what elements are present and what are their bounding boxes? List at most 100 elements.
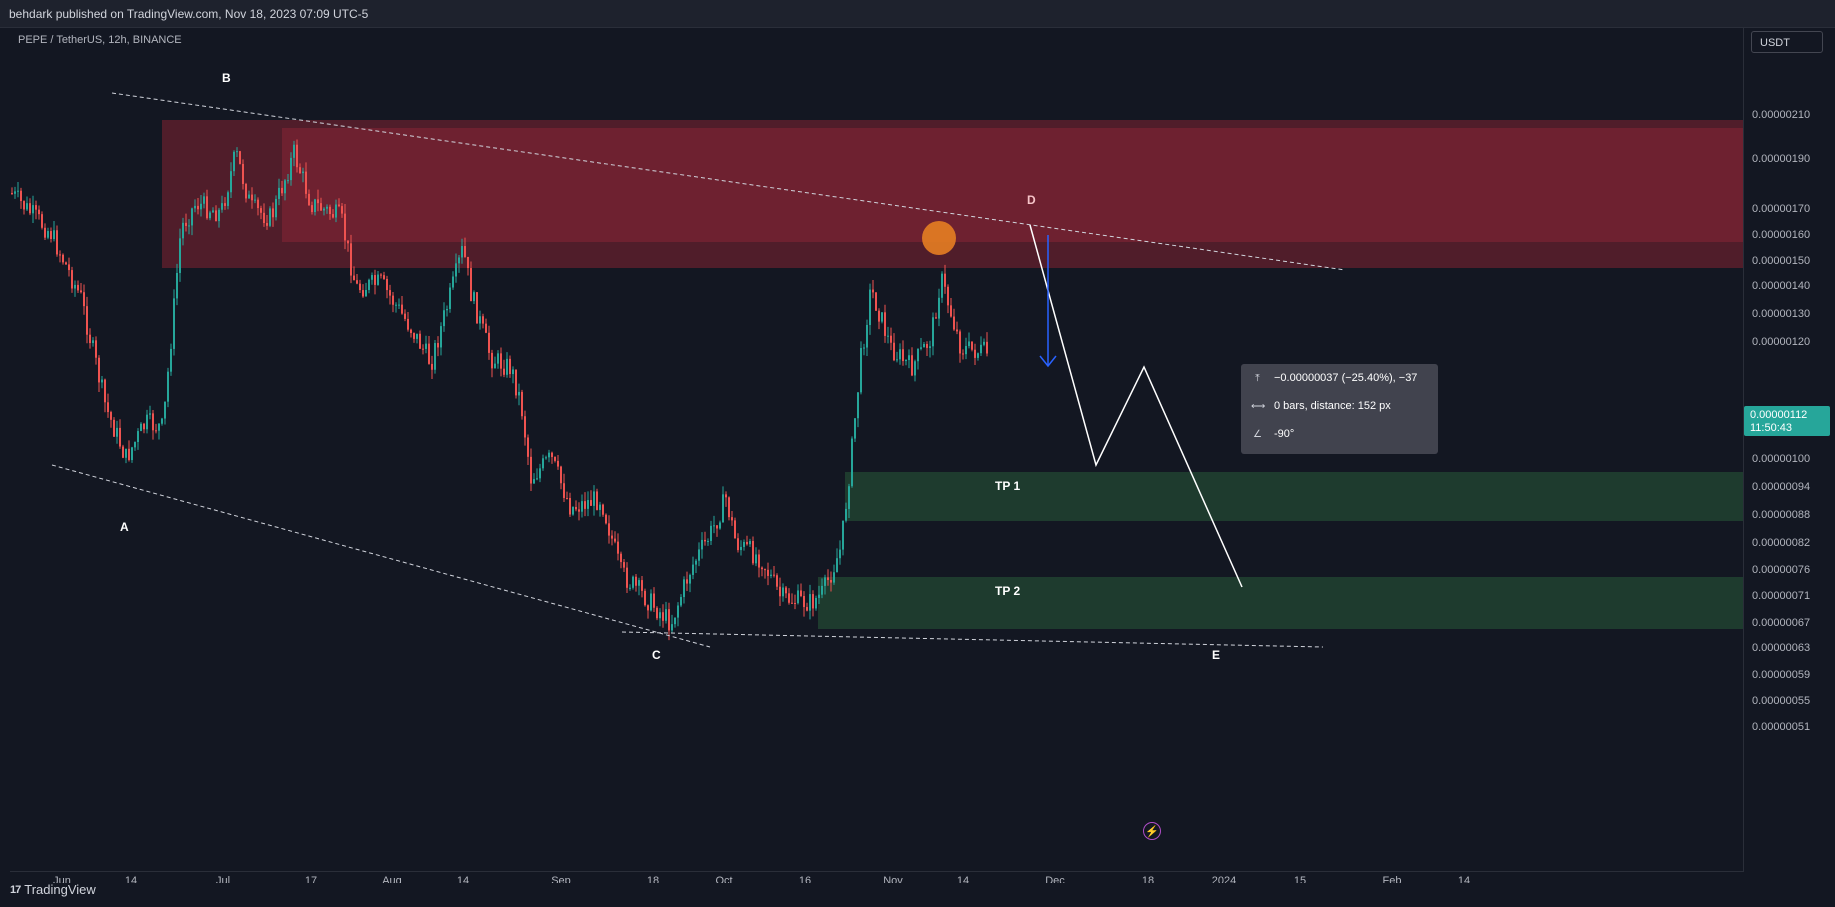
candle-body	[923, 344, 925, 348]
tooltip-price-change: −0.00000037 (−25.40%), −37	[1274, 372, 1418, 384]
candle-body	[875, 292, 877, 311]
candle-body	[572, 506, 574, 515]
candle-body	[602, 504, 604, 515]
candle-body	[614, 538, 616, 542]
tradingview-logo-mark: 17	[10, 883, 21, 896]
candle-body	[305, 171, 307, 194]
candle-body	[410, 329, 412, 334]
candle-body	[347, 240, 349, 244]
candle-body	[878, 310, 880, 322]
candle-body	[365, 289, 367, 297]
candle-body	[161, 418, 163, 424]
chart-pane[interactable]: B A C D E TP 1 TP 2 PEPE / TetherUS, 12h…	[10, 28, 1744, 872]
candle-body	[977, 353, 979, 358]
candle-body	[191, 208, 193, 226]
candle-body	[356, 280, 358, 284]
candle-body	[980, 344, 982, 354]
candle-body	[56, 230, 58, 255]
price-axis[interactable]: USDT 0.00000210 0.00000190 0.00000170 0.000…	[1744, 28, 1835, 871]
candle-body	[152, 413, 154, 431]
footer-bar	[0, 883, 1835, 907]
measure-arrowhead	[1039, 355, 1057, 368]
candle-body	[401, 304, 403, 314]
candle-body	[788, 593, 790, 603]
candle-body	[20, 190, 22, 202]
candle-body	[335, 204, 337, 218]
candle-body	[224, 203, 226, 206]
candle-body	[887, 335, 889, 337]
candle-body	[818, 594, 820, 598]
candle-body	[521, 391, 523, 417]
flash-icon[interactable]: ⚡	[1143, 822, 1161, 840]
candle-body	[827, 577, 829, 581]
candle-body	[809, 594, 811, 611]
candle-body	[323, 208, 325, 211]
current-price-badge: 0.00000112 11:50:43	[1744, 406, 1830, 436]
candle-body	[764, 569, 766, 571]
candle-body	[167, 371, 169, 402]
candle-body	[362, 290, 364, 297]
wave-label-c: C	[652, 648, 661, 662]
candle-body	[179, 238, 181, 273]
candle-body	[518, 391, 520, 396]
price-chart-canvas[interactable]: B A C D E TP 1 TP 2	[10, 28, 1743, 871]
candle-body	[797, 590, 799, 604]
candle-body	[23, 201, 25, 210]
candle-body	[716, 525, 718, 529]
candle-body	[428, 343, 430, 364]
price-tick-label: 0.00000140	[1752, 280, 1811, 292]
tooltip-bars-distance: 0 bars, distance: 152 px	[1274, 400, 1391, 412]
candle-body	[608, 523, 610, 536]
candle-body	[845, 508, 847, 521]
tp1-zone	[845, 472, 1743, 521]
candle-body	[470, 268, 472, 302]
candle-body	[722, 494, 724, 523]
candle-body	[881, 312, 883, 322]
candle-body	[965, 346, 967, 355]
candle-body	[731, 517, 733, 521]
candle-body	[569, 498, 571, 515]
candle-body	[32, 205, 34, 214]
candle-body	[734, 520, 736, 539]
candle-body	[53, 230, 55, 240]
candle-body	[911, 355, 913, 376]
candle-body	[872, 289, 874, 293]
candle-body	[440, 326, 442, 348]
candle-body	[110, 412, 112, 420]
publisher-text: behdark published on TradingView.com, No…	[9, 7, 369, 21]
candle-body	[38, 209, 40, 215]
candle-body	[407, 318, 409, 330]
tp2-zone	[818, 577, 1743, 629]
candle-body	[800, 590, 802, 597]
candle-body	[920, 347, 922, 349]
candle-body	[437, 343, 439, 348]
candle-body	[290, 157, 292, 181]
candle-body	[743, 541, 745, 547]
candle-body	[338, 204, 340, 207]
candle-body	[317, 199, 319, 204]
candle-body	[530, 456, 532, 484]
candle-body	[74, 284, 76, 289]
candle-body	[425, 343, 427, 349]
price-tick-label: 0.00000160	[1752, 229, 1811, 241]
candle-body	[389, 290, 391, 296]
price-tick-label: 0.00000055	[1752, 695, 1811, 707]
tooltip-bars-row: ⟷ 0 bars, distance: 152 px	[1251, 400, 1391, 412]
symbol-label[interactable]: PEPE / TetherUS, 12h, BINANCE	[18, 34, 182, 46]
candle-body	[776, 575, 778, 587]
candle-body	[128, 448, 130, 461]
price-range-icon: ⤒	[1255, 372, 1260, 384]
candle-body	[368, 279, 370, 290]
candle-body	[947, 286, 949, 306]
measure-tooltip: ⤒ −0.00000037 (−25.40%), −37 ⟷ 0 bars, d…	[1241, 364, 1438, 454]
candle-body	[884, 312, 886, 336]
candle-body	[287, 180, 289, 182]
candle-body	[785, 587, 787, 594]
currency-button[interactable]: USDT	[1751, 31, 1823, 53]
candle-body	[635, 576, 637, 586]
candle-body	[695, 560, 697, 565]
tradingview-logo[interactable]: 17 TradingView	[10, 882, 96, 897]
candle-body	[671, 624, 673, 631]
candle-body	[599, 504, 601, 510]
candle-body	[251, 194, 253, 201]
